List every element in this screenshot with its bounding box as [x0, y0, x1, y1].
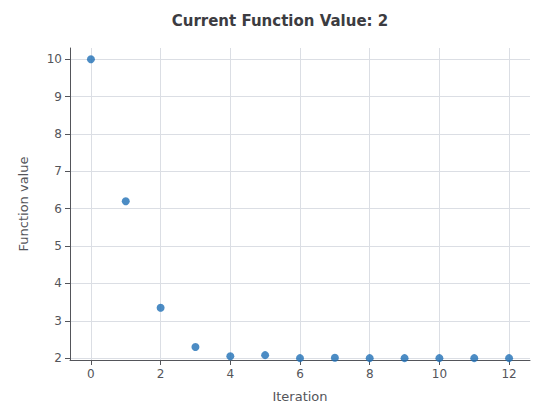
svg-text:2: 2: [54, 351, 62, 365]
svg-text:8: 8: [54, 127, 62, 141]
svg-text:10: 10: [47, 52, 62, 66]
svg-text:2: 2: [157, 367, 165, 381]
svg-text:Function value: Function value: [16, 157, 31, 252]
svg-text:4: 4: [226, 367, 234, 381]
svg-text:Iteration: Iteration: [272, 389, 327, 404]
svg-text:6: 6: [54, 202, 62, 216]
svg-text:8: 8: [366, 367, 374, 381]
svg-text:4: 4: [54, 276, 62, 290]
svg-text:9: 9: [54, 90, 62, 104]
svg-text:7: 7: [54, 164, 62, 178]
svg-text:Current Function Value: 2: Current Function Value: 2: [172, 12, 389, 30]
svg-text:0: 0: [87, 367, 95, 381]
svg-text:6: 6: [296, 367, 304, 381]
svg-text:3: 3: [54, 314, 62, 328]
svg-text:5: 5: [54, 239, 62, 253]
svg-text:12: 12: [501, 367, 516, 381]
svg-text:10: 10: [432, 367, 447, 381]
